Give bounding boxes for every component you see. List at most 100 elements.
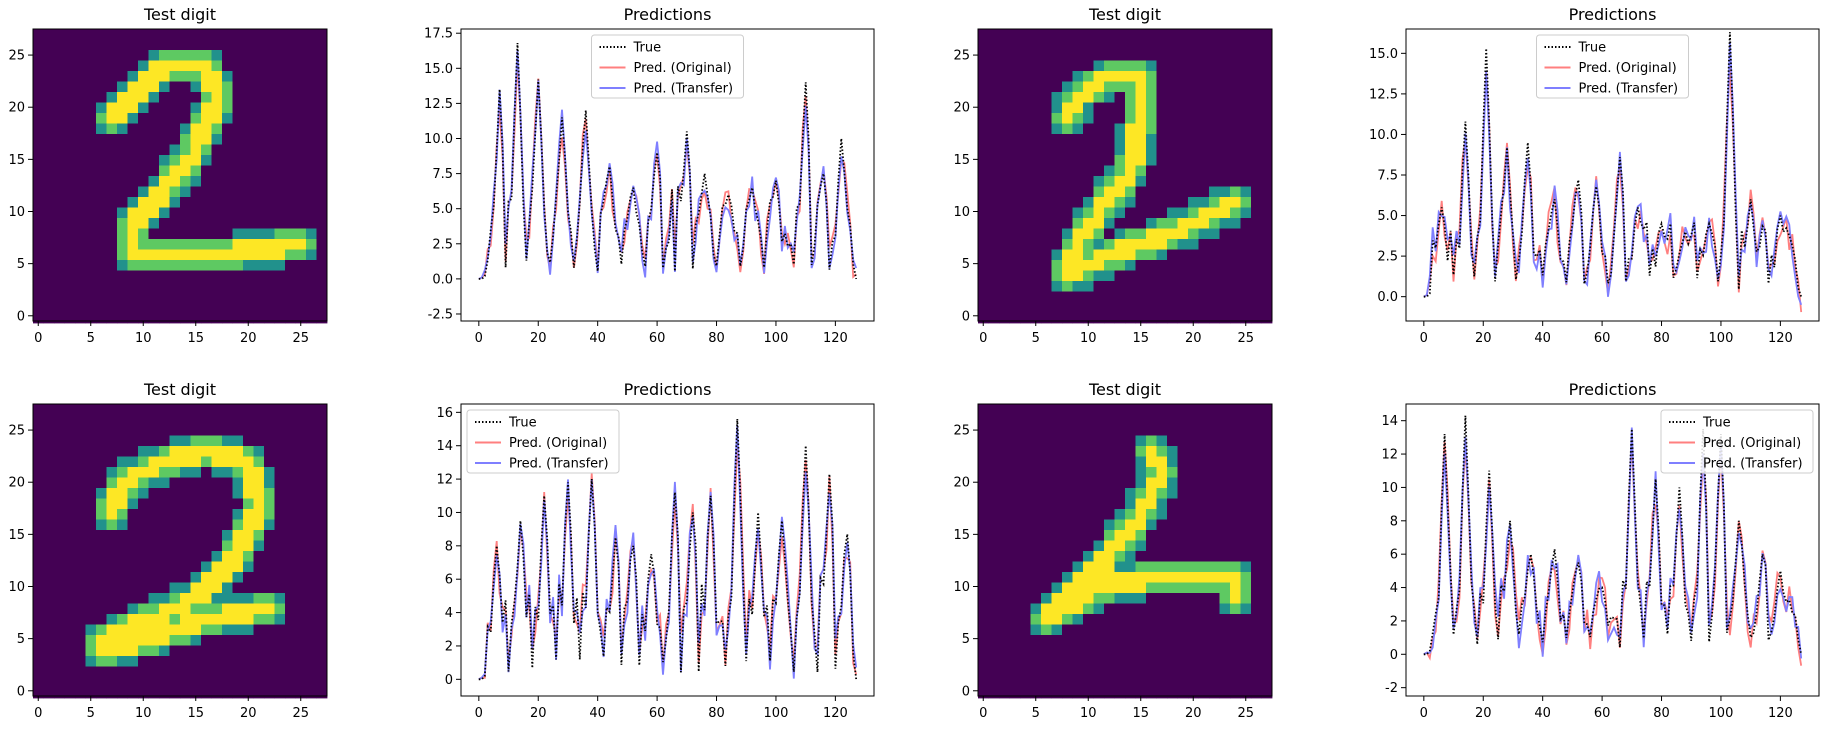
heatmap-cell: [1051, 207, 1063, 219]
heatmap-cell: [138, 477, 149, 489]
heatmap-cell: [253, 155, 265, 166]
heatmap-cell: [978, 144, 989, 156]
heatmap-cell: [999, 239, 1010, 250]
heatmap-cell: [988, 645, 1000, 657]
heatmap-cell: [243, 635, 254, 646]
heatmap-cell: [1261, 635, 1273, 646]
heatmap-cell: [1051, 561, 1063, 573]
legend-label: Pred. (Transfer): [1703, 457, 1803, 472]
heatmap-cell: [295, 603, 307, 615]
heatmap-cell: [117, 561, 128, 573]
x-tick-label: 20: [1185, 331, 1202, 346]
heatmap-cell: [1114, 134, 1126, 145]
heatmap-cell: [180, 530, 191, 541]
heatmap-cell: [1188, 677, 1199, 688]
heatmap-cell: [1083, 71, 1094, 82]
heatmap-cell: [96, 218, 107, 229]
heatmap-cell: [190, 603, 202, 615]
heatmap-cell: [96, 260, 107, 271]
heatmap-cell: [1104, 228, 1115, 240]
heatmap-cell: [148, 176, 160, 187]
y-tick-label: -2.5: [428, 307, 453, 322]
heatmap-cell: [1135, 677, 1147, 688]
heatmap-cell: [85, 624, 97, 636]
heatmap-cell: [1104, 81, 1115, 93]
heatmap-cell: [138, 291, 149, 303]
heatmap-cell: [33, 302, 44, 313]
heatmap-cell: [1072, 113, 1084, 124]
heatmap-cell: [1219, 60, 1231, 72]
heatmap-cell: [54, 561, 65, 573]
heatmap-cell: [75, 414, 86, 426]
heatmap-cell: [1041, 281, 1052, 292]
heatmap-cell: [1009, 635, 1021, 646]
heatmap-cell: [1062, 582, 1073, 594]
heatmap-cell: [85, 249, 97, 261]
heatmap-cell: [1041, 239, 1052, 250]
heatmap-cell: [1188, 477, 1199, 489]
heatmap-cell: [54, 134, 65, 145]
heatmap-cell: [1251, 144, 1262, 156]
heatmap-cell: [1240, 666, 1252, 678]
heatmap-cell: [1240, 603, 1252, 615]
y-tick-label: 15: [8, 528, 25, 543]
heatmap-cell: [1093, 228, 1105, 240]
heatmap-cell: [978, 71, 989, 82]
heatmap-cell: [1261, 551, 1273, 562]
heatmap-cell: [211, 425, 223, 436]
heatmap-cell: [999, 467, 1010, 478]
heatmap-cell: [169, 635, 181, 646]
heatmap-cell: [988, 197, 1000, 208]
heatmap-cell: [1230, 92, 1241, 103]
heatmap-cell: [978, 197, 989, 208]
heatmap-cell: [1219, 81, 1231, 93]
heatmap-cell: [978, 50, 989, 61]
heatmap-cell: [285, 656, 296, 667]
heatmap-cell: [64, 29, 76, 40]
heatmap-cell: [1167, 687, 1178, 699]
heatmap-cell: [190, 228, 202, 240]
heatmap-cell: [295, 123, 307, 135]
heatmap-cell: [1156, 39, 1168, 51]
heatmap-cell: [264, 92, 275, 103]
heatmap-cell: [1146, 509, 1157, 520]
heatmap-cell: [106, 477, 118, 489]
heatmap-cell: [33, 228, 44, 240]
heatmap-cell: [1083, 582, 1094, 594]
heatmap-cell: [159, 102, 170, 114]
heatmap-cell: [1114, 144, 1126, 156]
y-tick-label: 8: [1390, 514, 1398, 529]
heatmap-cell: [127, 281, 139, 292]
heatmap-cell: [1062, 603, 1073, 615]
heatmap-cell: [1104, 281, 1115, 292]
heatmap-cell: [285, 50, 296, 61]
heatmap-cell: [978, 645, 989, 657]
heatmap-cell: [295, 270, 307, 282]
heatmap-cell: [169, 302, 181, 313]
heatmap-cell: [43, 144, 55, 156]
heatmap-cell: [295, 687, 307, 699]
heatmap-cell: [85, 291, 97, 303]
heatmap-cell: [222, 260, 233, 271]
heatmap-cell: [1146, 302, 1157, 313]
heatmap-cell: [117, 509, 128, 520]
heatmap-cell: [999, 29, 1010, 40]
series-line-pred-transfer: [478, 50, 858, 280]
heatmap-cell: [1072, 582, 1084, 594]
heatmap-cell: [138, 456, 149, 468]
heatmap-cell: [1041, 666, 1052, 678]
heatmap-cell: [211, 134, 223, 145]
heatmap-cell: [978, 519, 989, 531]
heatmap-cell: [253, 687, 265, 699]
heatmap-cell: [127, 425, 139, 436]
heatmap-cell: [1209, 582, 1220, 594]
heatmap-cell: [148, 446, 160, 457]
heatmap-cell: [180, 572, 191, 583]
heatmap-cell: [274, 50, 286, 61]
heatmap-cell: [978, 467, 989, 478]
heatmap-cell: [180, 414, 191, 426]
heatmap-cell: [1219, 687, 1231, 699]
heatmap-cell: [306, 39, 317, 51]
heatmap-cell: [190, 186, 202, 198]
heatmap-cell: [274, 207, 286, 219]
